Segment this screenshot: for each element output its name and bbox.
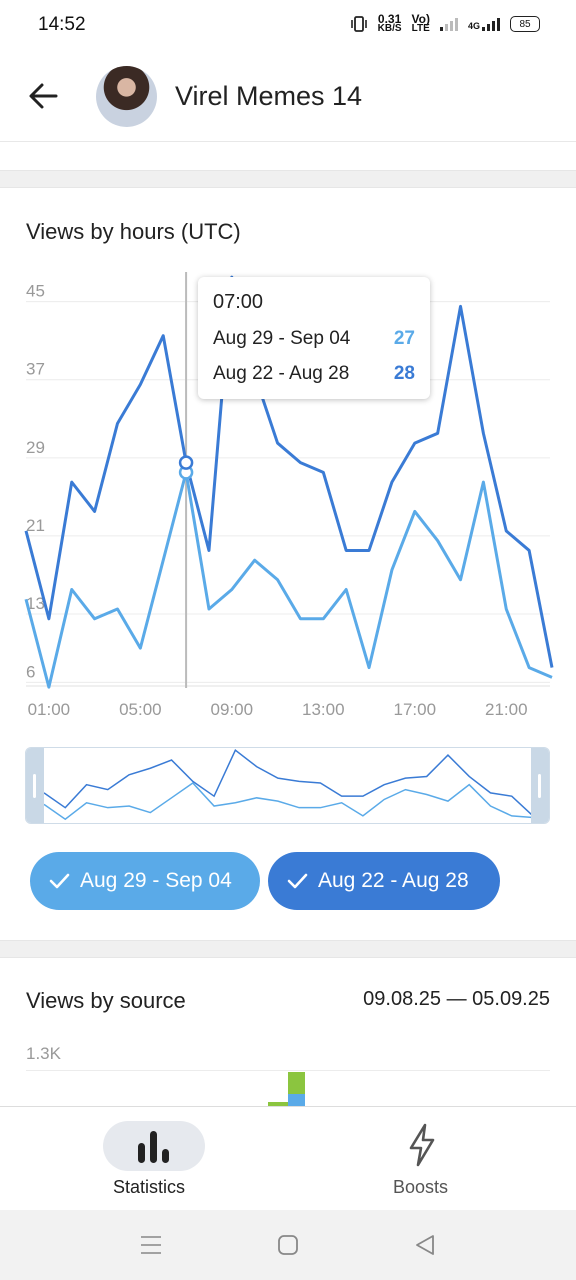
series-toggle-aug29-sep04[interactable]: Aug 29 - Sep 04	[30, 852, 260, 910]
tooltip-row-value: 27	[393, 328, 415, 349]
chart-tooltip: 07:00 Aug 29 - Sep 04 27 Aug 22 - Aug 28…	[198, 277, 430, 399]
tooltip-row: Aug 22 - Aug 28 28	[213, 363, 415, 385]
y-tick-label: 13	[26, 594, 45, 613]
line-chart-svg[interactable]: 6 13 21 29 37 45 01:00 05:00 09:00 13:00 17:00 21:0…	[0, 260, 576, 730]
range-handle-left[interactable]	[26, 748, 44, 823]
navigator-series-line	[43, 749, 534, 817]
section-divider	[0, 170, 576, 188]
section-divider	[0, 940, 576, 958]
source-date-range[interactable]: 09.08.25 — 05.09.25	[363, 988, 550, 1010]
y-tick-label: 29	[26, 438, 45, 457]
status-icons: 0.31 KB/S Vo) LTE 4G 85	[350, 12, 540, 34]
nav-boosts-label: Boosts	[393, 1177, 449, 1197]
x-tick-label: 05:00	[119, 700, 162, 719]
source-bar-segment	[288, 1072, 305, 1094]
source-y-tick: 1.3K	[26, 1044, 61, 1063]
bottom-navigation: Statistics Boosts	[0, 1106, 576, 1210]
tooltip-row: Aug 29 - Sep 04 27	[213, 328, 415, 350]
signal-2-icon: 4G	[468, 17, 500, 31]
tooltip-row-label: Aug 29 - Sep 04	[213, 328, 351, 349]
tooltip-row-value: 28	[393, 363, 415, 384]
back-arrow-icon[interactable]	[26, 80, 62, 112]
system-nav-bar	[0, 1210, 576, 1280]
y-tick-label: 21	[26, 516, 45, 535]
battery-icon: 85	[510, 16, 540, 32]
signal-1-icon	[439, 17, 458, 31]
x-tick-label: 01:00	[28, 700, 71, 719]
lightning-icon	[409, 1123, 435, 1167]
channel-title: Virel Memes 14	[175, 81, 363, 111]
x-tick-label: 17:00	[394, 700, 437, 719]
navigator-mini-chart	[43, 749, 534, 821]
source-bar-segment	[288, 1094, 305, 1106]
chip-label: Aug 29 - Sep 04	[80, 869, 232, 892]
x-tick-label: 21:00	[485, 700, 528, 719]
tooltip-row-label: Aug 22 - Aug 28	[213, 363, 350, 384]
highlight-point	[178, 455, 194, 470]
volte-icon: Vo) LTE	[411, 12, 430, 34]
vibrate-icon	[350, 16, 367, 32]
check-icon	[49, 873, 70, 889]
navigator-series-line	[43, 782, 534, 821]
range-navigator[interactable]	[25, 747, 550, 824]
back-triangle-icon[interactable]	[414, 1234, 436, 1256]
x-tick-label: 13:00	[302, 700, 345, 719]
y-tick-label: 37	[26, 360, 45, 379]
home-icon[interactable]	[277, 1234, 299, 1256]
y-tick-label: 45	[26, 282, 45, 301]
check-icon	[287, 873, 308, 889]
series-line	[24, 470, 553, 689]
series-line	[24, 275, 554, 668]
bar-chart-icon	[138, 1131, 169, 1163]
channel-avatar[interactable]	[96, 66, 157, 127]
tooltip-time: 07:00	[213, 291, 264, 313]
source-gridline	[26, 1070, 550, 1071]
status-time: 14:52	[38, 14, 86, 35]
menu-icon[interactable]	[140, 1234, 162, 1256]
y-tick-label: 6	[26, 662, 35, 681]
network-speed: 0.31 KB/S	[377, 12, 402, 34]
views-by-hours-title: Views by hours (UTC)	[26, 219, 241, 244]
chip-label: Aug 22 - Aug 28	[318, 869, 469, 892]
range-handle-right[interactable]	[531, 748, 549, 823]
series-toggle-aug22-aug28[interactable]: Aug 22 - Aug 28	[268, 852, 500, 910]
x-tick-label: 09:00	[211, 700, 254, 719]
views-by-hours-chart[interactable]: 6 13 21 29 37 45 01:00 05:00 09:00 13:00 17:00 21:0…	[0, 260, 576, 730]
views-by-source-title: Views by source	[26, 988, 186, 1013]
source-bar-segment	[268, 1102, 288, 1106]
status-bar: 14:52 0.31 KB/S Vo) LTE 4G 85	[0, 0, 576, 50]
nav-statistics-label: Statistics	[113, 1177, 186, 1197]
app-bar: Virel Memes 14	[0, 50, 576, 142]
